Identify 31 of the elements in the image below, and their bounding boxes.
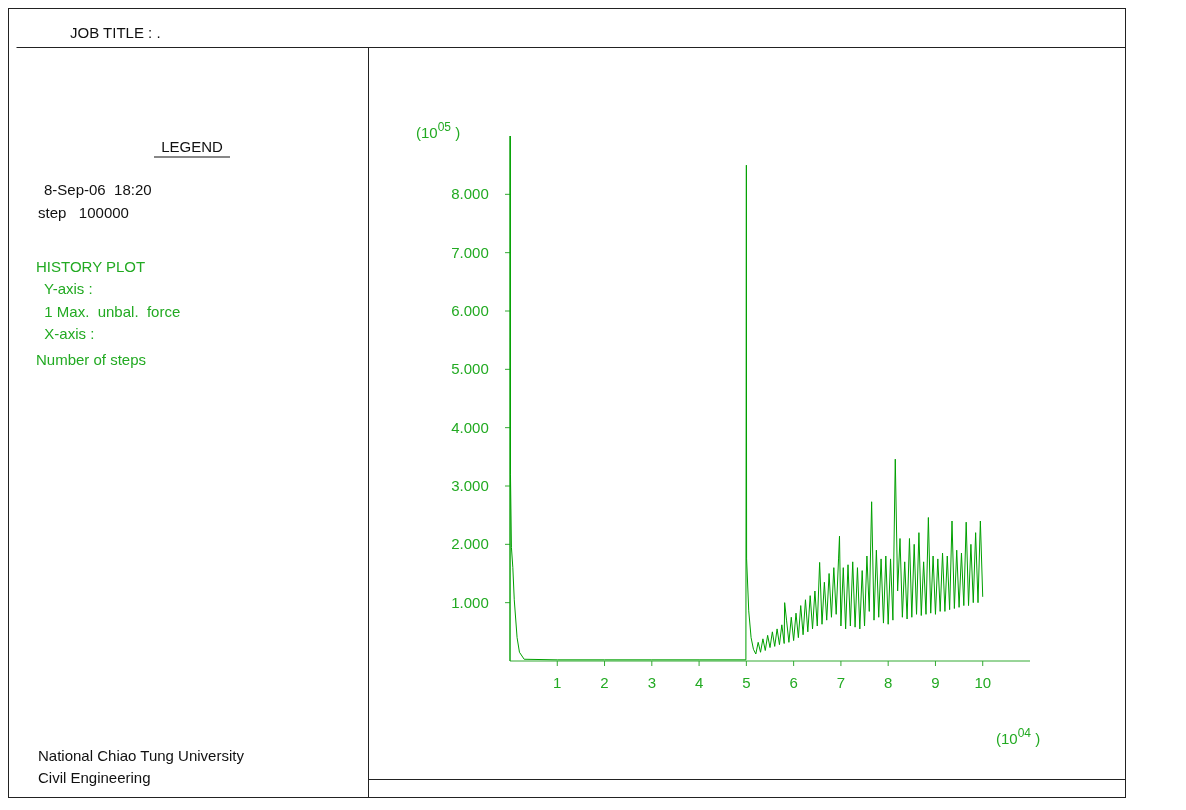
y-tick-label: 7.000 bbox=[451, 243, 489, 261]
x-tick-label: 8 bbox=[884, 674, 893, 691]
x-tick-label: 9 bbox=[931, 674, 940, 691]
text: HISTORY PLOT bbox=[36, 258, 146, 275]
y-tick-label: 8.000 bbox=[451, 185, 489, 203]
x-tick-label: 7 bbox=[836, 674, 846, 691]
text: X-axis : bbox=[36, 325, 95, 342]
y-tick-label: 4.000 bbox=[451, 418, 489, 436]
y-tick-label: 3.000 bbox=[451, 477, 489, 494]
text: LEGEND bbox=[161, 138, 224, 155]
x-axis-title: (10$^{04}$ ) bbox=[996, 726, 1041, 747]
text: Number of steps bbox=[36, 351, 147, 368]
y-tick-label: 5.000 bbox=[451, 360, 489, 378]
x-tick-label: 5 bbox=[742, 674, 751, 691]
x-tick-label: 1 bbox=[553, 674, 562, 691]
y-tick-label: 6.000 bbox=[451, 302, 489, 319]
y-tick-label: 1.000 bbox=[451, 593, 489, 611]
y-tick-label: 2.000 bbox=[451, 535, 489, 553]
text: Civil Engineering bbox=[38, 769, 151, 786]
x-tick-label: 3 bbox=[647, 674, 656, 691]
x-tick-label: 10 bbox=[974, 674, 992, 691]
text: National Chiao Tung University bbox=[38, 747, 245, 764]
text: Y-axis : bbox=[36, 280, 93, 297]
text: 8-Sep-06 18:20 bbox=[44, 181, 152, 198]
x-tick-label: 4 bbox=[694, 674, 704, 691]
x-tick-label: 2 bbox=[600, 674, 609, 691]
text: 1 Max. unbal. force bbox=[36, 303, 181, 320]
x-tick-label: 6 bbox=[789, 674, 798, 691]
text: step 100000 bbox=[38, 204, 129, 221]
text: JOB TITLE : . bbox=[70, 24, 161, 41]
y-axis-title: (10$^{05}$ ) bbox=[416, 120, 461, 141]
